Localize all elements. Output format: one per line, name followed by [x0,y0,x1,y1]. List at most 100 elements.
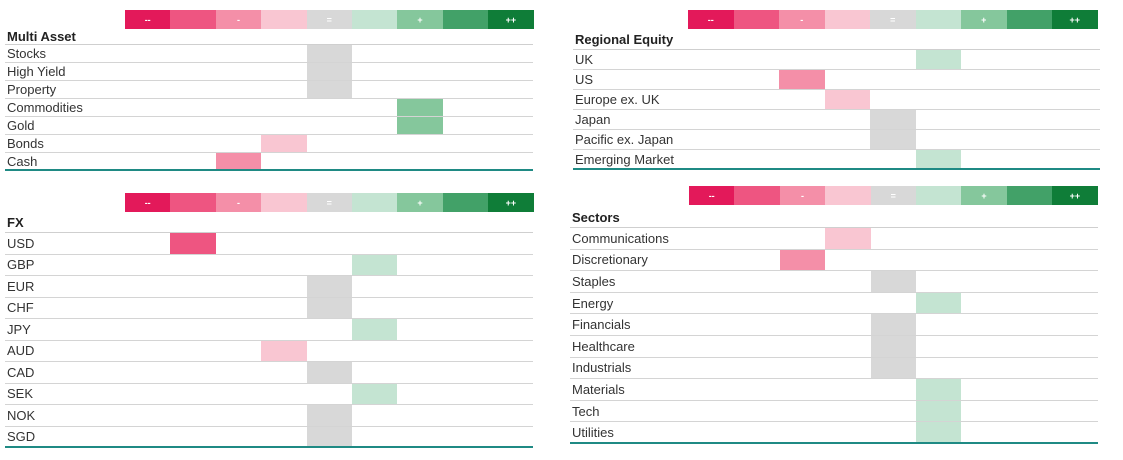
scale-level-6: + [397,193,443,212]
scale-level-2: - [215,10,262,29]
table-row: High Yield [5,63,533,81]
row-label: Commodities [7,100,83,115]
scale-level-0: -- [125,10,171,29]
table-title: Multi Asset [5,28,533,45]
table-row: Emerging Market [573,150,1100,170]
rating-cell [306,426,352,446]
scale-level-4: = [306,193,352,212]
row-label: Discretionary [572,252,648,268]
rating-scale-legend: -- - = + ++ [688,10,1098,29]
table-row: SGD [5,426,533,448]
scale-level-2: - [215,193,262,212]
table-row: SEK [5,383,533,405]
scale-level-7 [1006,10,1052,29]
row-label: Energy [572,295,614,311]
table-row: Stocks [5,45,533,63]
rating-cell [306,276,352,297]
row-label: Materials [572,381,625,397]
table-row: CHF [5,297,533,319]
rating-cell [916,400,962,422]
rating-cell [306,405,352,426]
table-row: NOK [5,405,533,427]
row-label: Pacific ex. Japan [575,132,674,147]
rating-cell [306,45,352,62]
rating-cell [306,297,352,318]
rating-cell [825,228,871,249]
row-label: USD [7,235,35,251]
row-label: Property [7,82,57,97]
table-row: Europe ex. UK [573,90,1100,110]
scale-level-7 [1006,186,1053,205]
table-row: Pacific ex. Japan [573,130,1100,150]
row-label: Stocks [7,46,47,61]
table-row: Energy [570,292,1098,315]
table-row: Discretionary [570,249,1098,272]
rating-cell [779,70,825,89]
rating-cell [870,110,916,129]
rating-cell [352,254,398,275]
row-label: Utilities [572,424,614,440]
rating-cell [306,63,352,80]
row-label: Europe ex. UK [575,92,660,107]
row-label: Industrials [572,360,632,376]
table-row: Cash [5,153,533,171]
table-title: Sectors [570,207,1098,228]
table-row: Bonds [5,135,533,153]
table-row: USD [5,233,533,255]
rating-cell [916,292,962,314]
scale-level-8: ++ [1052,10,1098,29]
row-label: Emerging Market [575,151,674,167]
rating-cell [916,379,962,400]
row-label: US [575,72,594,87]
table-title: Regional Equity [573,30,1100,50]
rating-cell [261,340,307,361]
rating-cell [397,117,443,134]
table-row: Utilities [570,422,1098,444]
row-label: SEK [7,386,34,402]
scale-level-6: + [397,10,443,29]
scale-level-4: = [870,186,916,205]
scale-level-1 [733,10,779,29]
table-row: AUD [5,340,533,362]
rating-cell [306,81,352,98]
rating-cell [870,314,916,335]
rating-scale-legend: -- - = + ++ [125,193,534,212]
scale-level-0: -- [689,186,735,205]
rating-cell [915,50,961,69]
table-row: Financials [570,314,1098,336]
scale-level-6: + [961,186,1007,205]
rating-cell [870,271,916,292]
scale-level-5 [351,193,398,212]
scale-level-5 [915,186,962,205]
table-row: EUR [5,276,533,298]
scale-level-0: -- [125,193,171,212]
table-row: Japan [573,110,1100,130]
scale-level-3 [824,10,870,29]
row-label: CAD [7,364,35,380]
scale-level-8: ++ [488,193,534,212]
table-row: Commodities [5,99,533,117]
scale-level-7 [442,10,489,29]
row-label: Tech [572,403,600,419]
row-label: Healthcare [572,338,635,354]
table-row: Property [5,81,533,99]
table-row: Communications [570,228,1098,250]
table-row: Industrials [570,357,1098,380]
row-label: Staples [572,273,616,289]
table-title: FX [5,213,533,233]
rating-cell [915,150,961,168]
row-label: JPY [7,321,31,337]
row-label: EUR [7,278,35,294]
row-label: AUD [7,343,35,359]
rating-cell [170,233,216,254]
table-row: GBP [5,254,533,276]
scale-level-3 [261,10,307,29]
scale-level-4: = [306,10,352,29]
scale-level-1 [170,193,216,212]
scale-level-5 [351,10,398,29]
table-row: Staples [570,271,1098,293]
rating-cell [261,135,307,152]
scale-level-6: + [961,10,1007,29]
rating-cell [352,319,398,340]
row-label: NOK [7,407,36,423]
